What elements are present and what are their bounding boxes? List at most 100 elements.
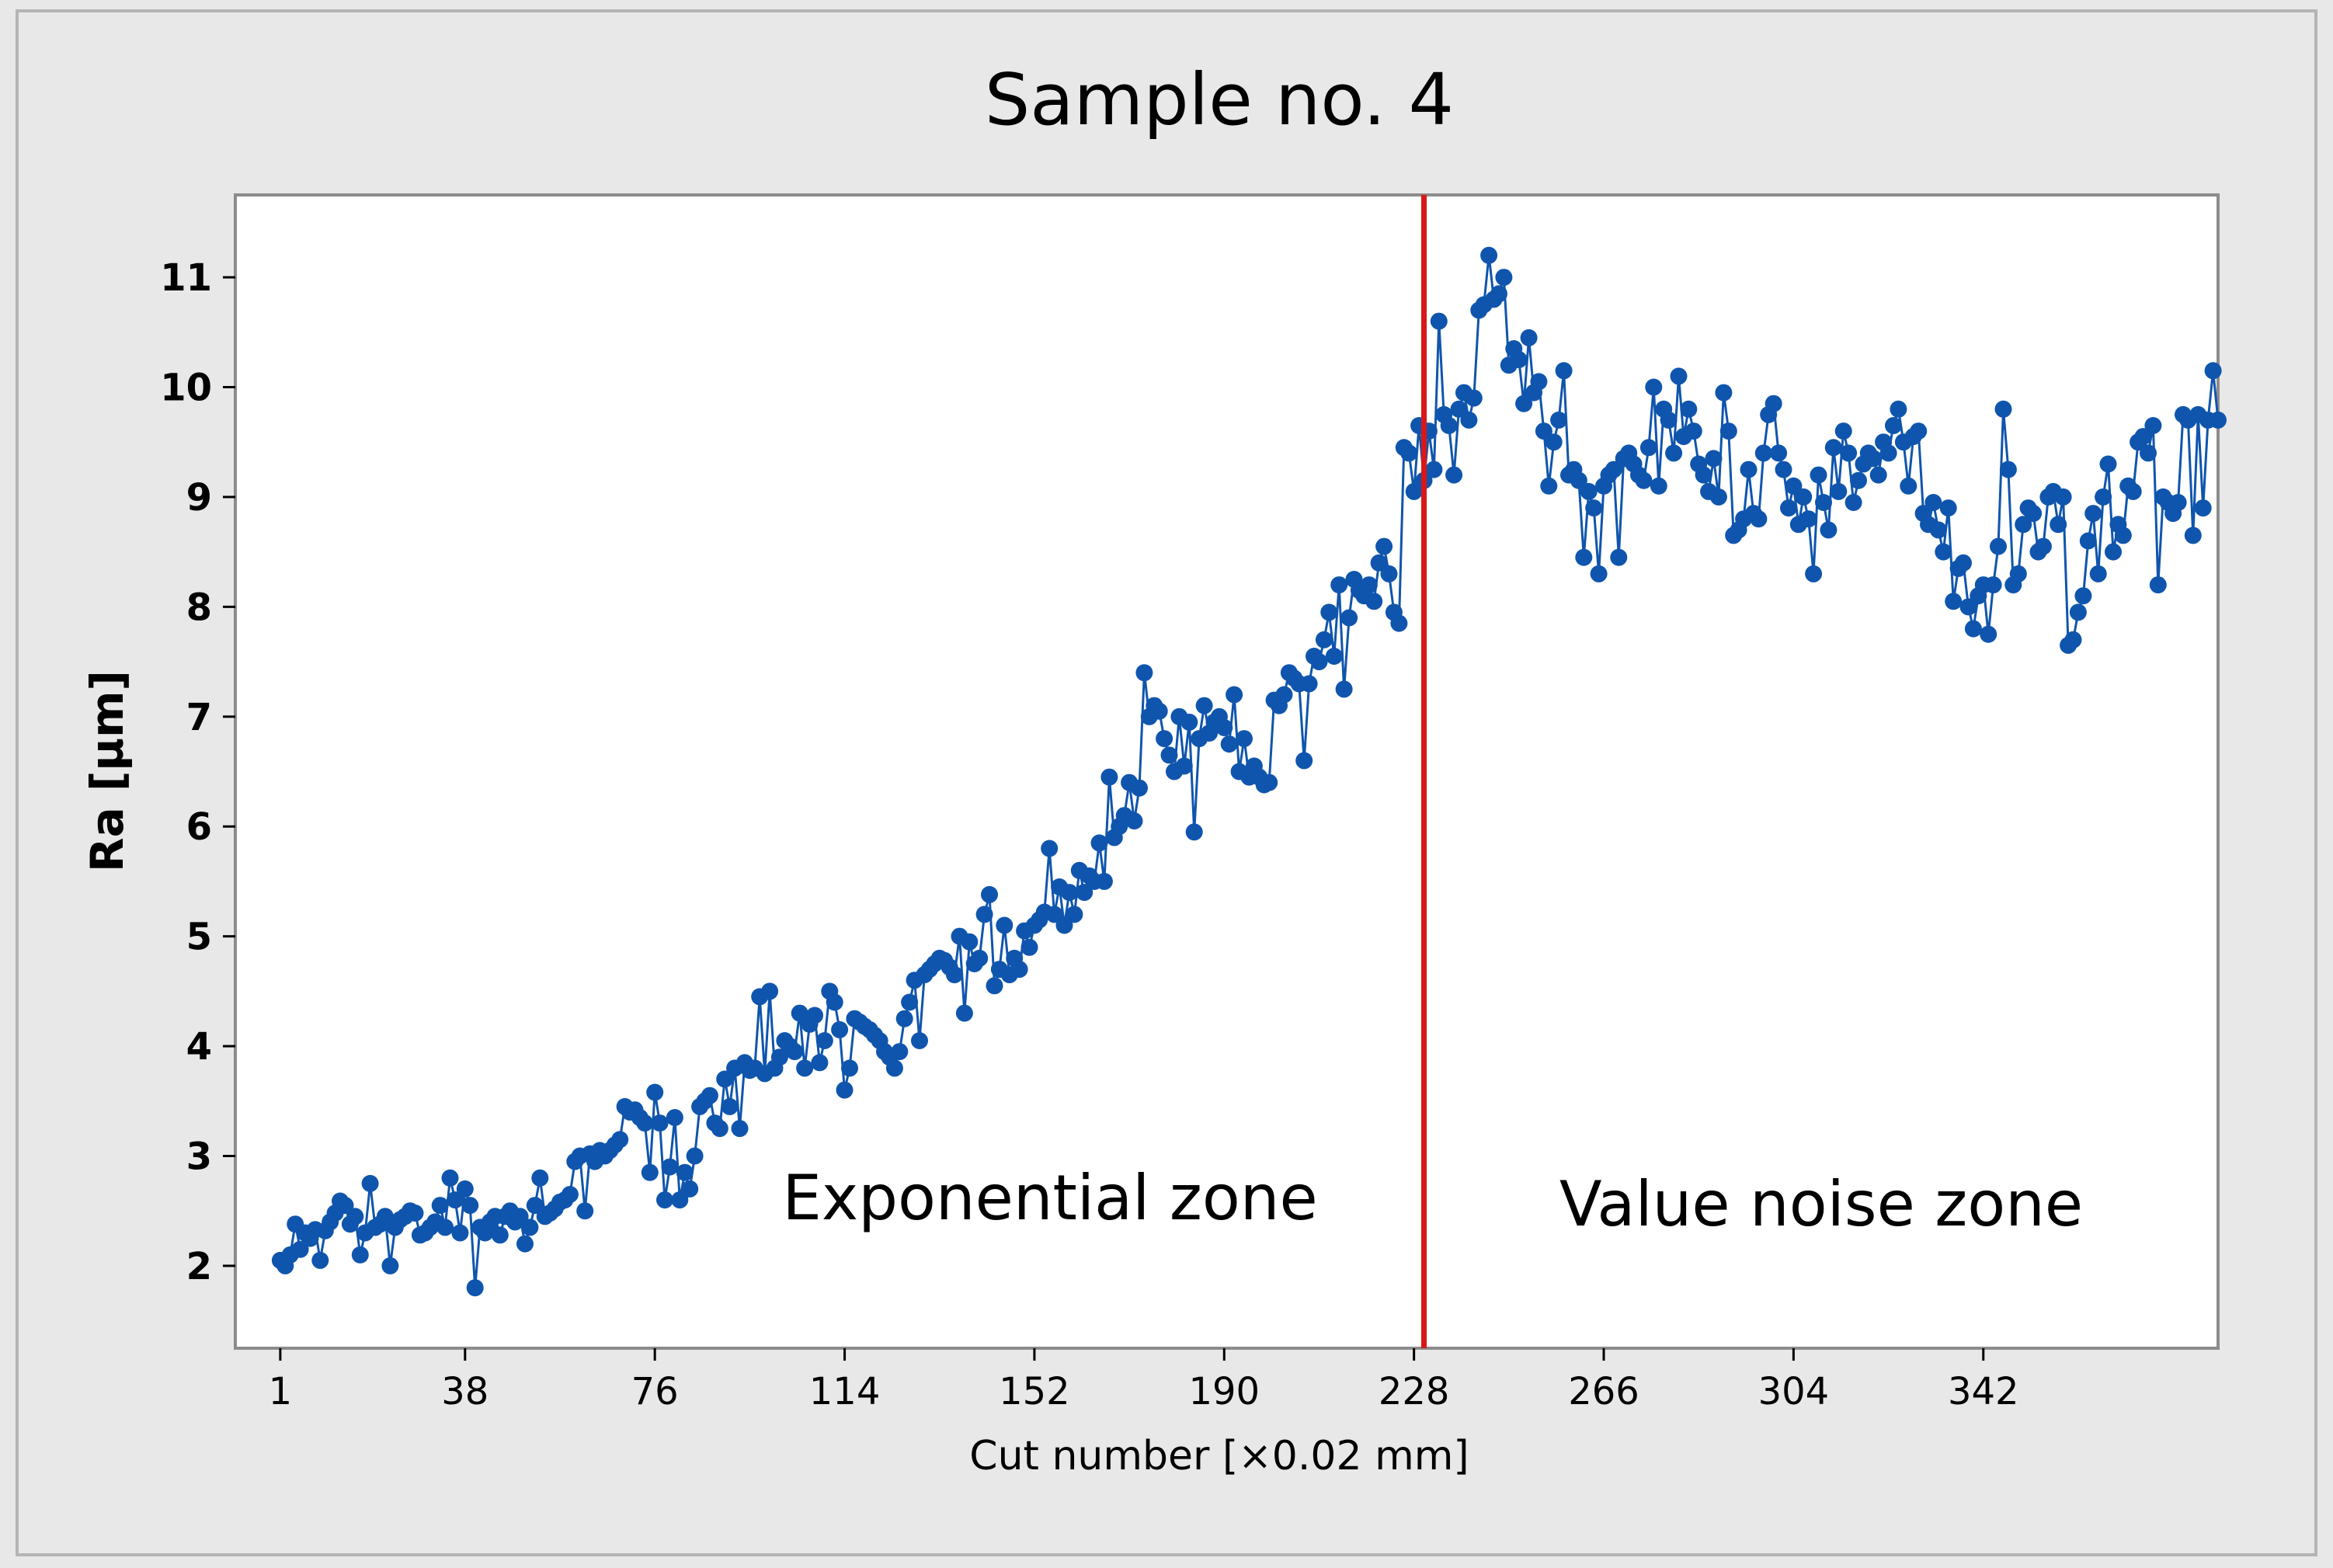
- data-point: [1375, 537, 1393, 555]
- data-point: [1215, 718, 1233, 736]
- data-point: [1869, 466, 1887, 484]
- y-tick-label: 10: [160, 367, 212, 410]
- data-point: [811, 1054, 829, 1072]
- x-tick-label: 342: [1948, 1370, 2019, 1413]
- data-point: [701, 1086, 718, 1104]
- data-point: [2114, 527, 2132, 544]
- data-point: [1879, 444, 1897, 462]
- data-point: [1840, 444, 1858, 462]
- data-point: [1605, 461, 1622, 478]
- data-point: [671, 1191, 689, 1209]
- data-point: [656, 1191, 673, 1209]
- data-point: [1550, 411, 1568, 429]
- data-point: [1545, 433, 1563, 451]
- data-point: [1510, 351, 1528, 369]
- data-point: [1815, 494, 1832, 511]
- data-point: [2050, 516, 2067, 534]
- data-point: [761, 982, 779, 1000]
- data-point: [1041, 840, 1059, 857]
- data-point: [1540, 477, 1558, 495]
- data-point: [1780, 499, 1797, 517]
- data-point: [1929, 521, 1947, 539]
- data-point: [716, 1070, 734, 1088]
- data-point: [2064, 631, 2082, 648]
- y-tick-label: 9: [186, 476, 212, 520]
- data-point: [456, 1180, 474, 1198]
- data-point: [2194, 499, 2212, 517]
- data-point: [1045, 906, 1063, 923]
- data-point: [1834, 422, 1852, 440]
- data-point: [1095, 872, 1113, 890]
- figure-border: [16, 9, 2317, 1556]
- data-point: [1330, 576, 1348, 594]
- data-point: [381, 1257, 399, 1274]
- data-point: [2184, 527, 2202, 544]
- data-point: [526, 1197, 544, 1215]
- data-point: [491, 1226, 509, 1244]
- data-point: [815, 1032, 833, 1049]
- y-tick-label: 4: [186, 1025, 212, 1069]
- data-point: [1935, 543, 1952, 561]
- data-point: [791, 1004, 808, 1022]
- data-point: [1460, 411, 1478, 429]
- data-point: [2140, 444, 2157, 462]
- data-point: [1890, 400, 1907, 418]
- data-point: [1695, 466, 1712, 484]
- data-point: [1810, 466, 1827, 484]
- plot-area: [234, 193, 2220, 1350]
- data-point: [1660, 411, 1678, 429]
- data-point: [666, 1109, 683, 1126]
- data-point: [2144, 417, 2162, 434]
- data-point: [981, 885, 998, 903]
- data-point: [1295, 752, 1313, 770]
- data-point: [901, 993, 919, 1011]
- data-point: [1180, 713, 1198, 731]
- data-point: [721, 1097, 739, 1115]
- data-point: [2105, 543, 2122, 561]
- data-point: [1380, 565, 1398, 582]
- data-point: [961, 933, 979, 951]
- data-point: [521, 1219, 539, 1236]
- data-point: [1226, 686, 1243, 704]
- data-point: [996, 916, 1014, 934]
- x-tick-label: 228: [1379, 1370, 1450, 1413]
- data-point: [895, 1010, 913, 1027]
- zone-label-exponential: Exponential zone: [782, 1162, 1317, 1234]
- data-point: [2149, 576, 2167, 594]
- data-point: [1425, 461, 1443, 478]
- data-point: [436, 1219, 454, 1236]
- data-point: [1530, 373, 1548, 391]
- data-point: [1060, 884, 1078, 902]
- data-point: [611, 1131, 629, 1149]
- data-point: [711, 1120, 728, 1138]
- data-point: [1515, 395, 1533, 412]
- data-point: [1964, 620, 1982, 638]
- data-point: [1320, 603, 1338, 621]
- data-point: [841, 1059, 858, 1077]
- data-point: [1160, 746, 1178, 764]
- data-point: [311, 1251, 329, 1269]
- data-point: [1680, 400, 1698, 418]
- data-point: [441, 1169, 459, 1187]
- data-point: [1135, 664, 1153, 682]
- data-point: [1590, 565, 1608, 582]
- data-point: [1365, 593, 1383, 610]
- data-point: [1750, 510, 1768, 528]
- zone-label-value-noise: Value noise zone: [1559, 1168, 2083, 1240]
- data-point: [1639, 439, 1657, 457]
- data-point: [636, 1114, 654, 1132]
- data-point: [576, 1202, 594, 1220]
- y-axis-label: Ra [µm]: [81, 670, 134, 872]
- data-point: [1220, 735, 1238, 753]
- data-point: [885, 1059, 903, 1077]
- data-point: [1480, 246, 1498, 264]
- data-point: [2074, 587, 2092, 605]
- data-point: [1405, 482, 1423, 500]
- data-point: [1450, 400, 1468, 418]
- data-point: [2124, 482, 2142, 500]
- data-point: [1100, 768, 1118, 786]
- data-point: [1770, 444, 1788, 462]
- data-point: [1799, 510, 1817, 528]
- data-point: [1575, 548, 1593, 566]
